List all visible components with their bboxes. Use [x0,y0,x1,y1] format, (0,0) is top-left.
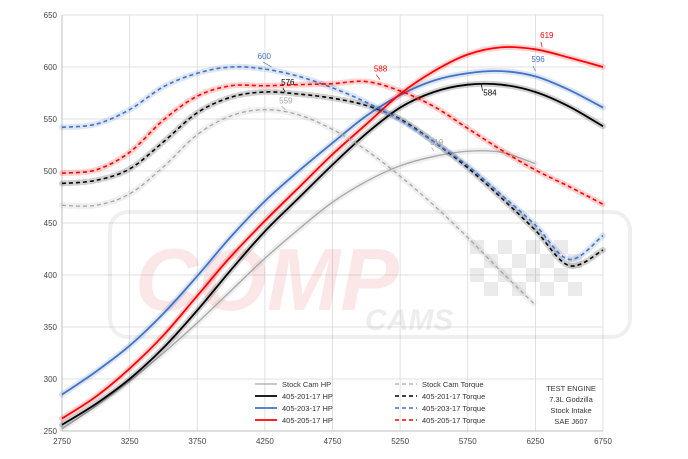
note-line: SAE J607 [554,417,587,426]
watermark-cams-text: CAMS [365,304,453,337]
x-tick-label: 3750 [188,437,206,446]
x-tick-label: 3250 [121,437,139,446]
y-tick-label: 250 [44,427,58,436]
legend-label: 405-201-17 HP [282,392,333,401]
y-tick-label: 350 [44,323,58,332]
peak-leader [532,65,536,72]
watermark: COMP CAMS [108,210,632,339]
note-line: TEST ENGINE [546,384,596,393]
peak-leader [431,147,435,152]
series-405-201-17-hp [59,80,606,428]
peak-label: 576 [281,78,295,87]
legend-label: 405-205-17 HP [282,416,333,425]
series-line [61,80,604,205]
series-405-203-17-hp [59,68,606,398]
legend-label: Stock Cam Torque [422,380,484,389]
x-tick-label: 5750 [459,437,477,446]
series-405-205-17-hp [59,43,606,422]
series-405-205-17-torque [59,78,606,208]
peak-leader [263,61,272,68]
legend-label: Stock Cam HP [282,380,331,389]
peak-leader [375,74,381,80]
peak-leader [281,105,286,110]
series-405-201-17-torque [59,88,606,270]
y-tick-label: 300 [44,375,58,384]
x-tick-label: 5250 [391,437,409,446]
x-tick-label: 2750 [53,437,71,446]
peak-label: 519 [430,138,444,147]
watermark-comp-text: COMP [135,230,399,329]
series [59,43,606,432]
peak-label: 600 [258,52,272,61]
series-line [61,82,604,426]
legend-label: 405-201-17 Torque [422,392,485,401]
x-tick-label: 4750 [324,437,342,446]
series-line [61,91,604,267]
y-tick-label: 550 [44,115,58,124]
peak-labels: 600 576 559 588 619 596 584 519 [258,31,554,152]
axes: 250 300 350 400 450 500 550 600 650 2750 3250 3750 4… [44,11,613,446]
series-line [61,150,536,430]
legend-label: 405-203-17 Torque [422,404,485,413]
peak-leader [540,41,543,48]
note-line: Stock Intake [550,406,591,415]
x-tick-label: 6750 [594,437,612,446]
legend-label: 405-205-17 Torque [422,416,485,425]
peak-label: 596 [531,55,545,64]
y-tick-label: 450 [44,219,58,228]
y-tick-label: 650 [44,11,58,20]
watermark-frame [108,210,632,339]
legend: Stock Cam HP 405-201-17 HP 405-203-17 HP 40… [255,380,485,425]
series-line [61,66,604,261]
series-line [61,70,604,396]
legend-label: 405-203-17 HP [282,404,333,413]
x-tick-label: 6250 [526,437,544,446]
note-line: 7.3L Godzilla [549,395,593,404]
peak-leader [282,87,286,93]
series-stock-cam-torque [59,106,539,309]
series-405-203-17-torque [59,63,606,263]
peak-label: 619 [540,31,554,40]
y-tick-label: 400 [44,271,58,280]
series-stock-cam-hp [59,147,539,432]
test-engine-note: TEST ENGINE 7.3L Godzilla Stock Intake SAE … [546,384,596,426]
peak-label: 584 [483,89,497,98]
series-line [61,108,536,306]
series-line [61,46,604,420]
x-tick-label: 4250 [256,437,274,446]
peak-label: 588 [374,64,388,73]
peak-label: 559 [279,97,293,106]
y-tick-label: 500 [44,167,58,176]
y-tick-label: 600 [44,63,58,72]
peak-leader [480,83,483,91]
